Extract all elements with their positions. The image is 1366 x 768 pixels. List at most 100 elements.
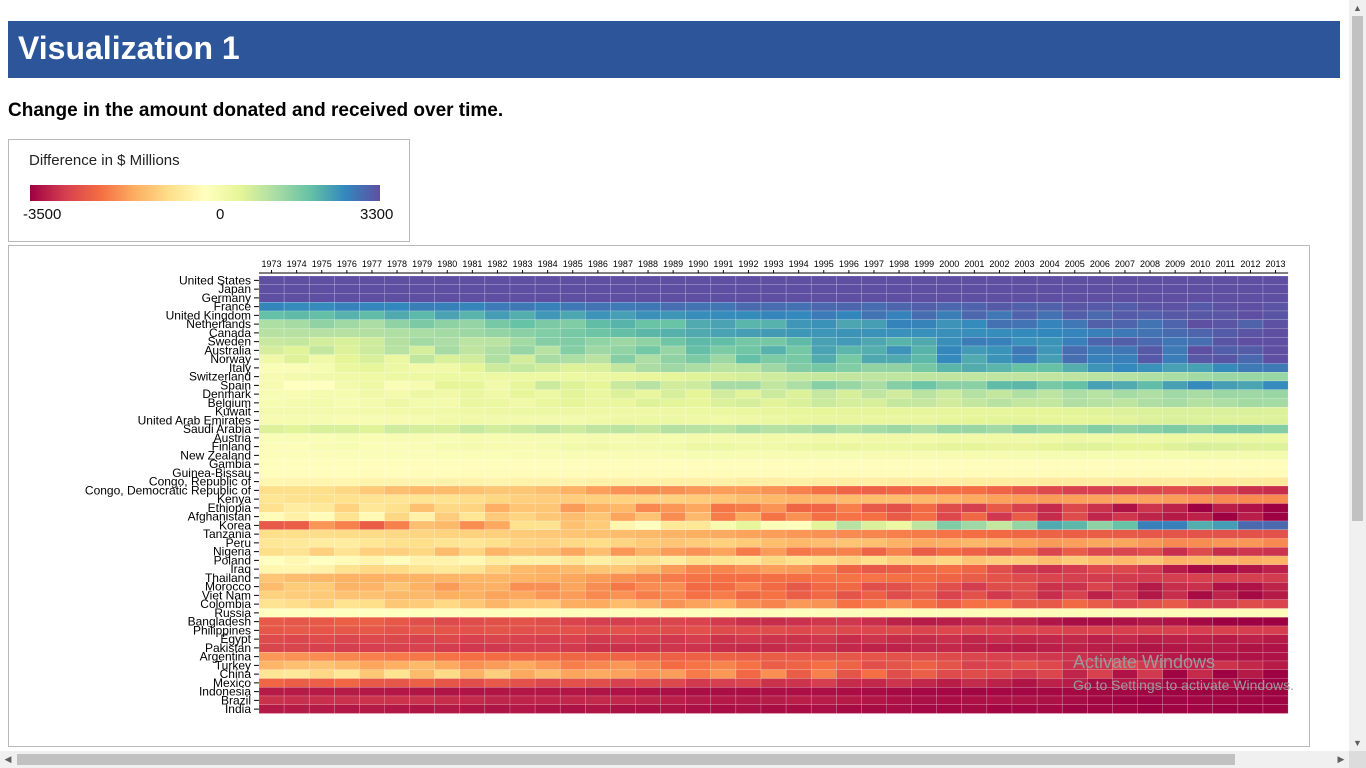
heatmap-cell[interactable] xyxy=(1087,529,1113,539)
heatmap-cell[interactable] xyxy=(434,687,461,697)
heatmap-cell[interactable] xyxy=(534,564,561,574)
heatmap-cell[interactable] xyxy=(484,468,511,478)
heatmap-cell[interactable] xyxy=(359,328,385,338)
heatmap-cell[interactable] xyxy=(1011,380,1038,390)
heatmap-cell[interactable] xyxy=(760,494,787,504)
heatmap-cell[interactable] xyxy=(258,634,285,644)
heatmap-cell[interactable] xyxy=(484,625,511,635)
heatmap-cell[interactable] xyxy=(785,538,812,548)
heatmap-cell[interactable] xyxy=(308,284,335,294)
heatmap-cell[interactable] xyxy=(936,319,963,329)
heatmap-cell[interactable] xyxy=(559,354,586,364)
heatmap-cell[interactable] xyxy=(660,345,686,355)
heatmap-cell[interactable] xyxy=(735,389,762,399)
heatmap-cell[interactable] xyxy=(1187,293,1214,303)
heatmap-cell[interactable] xyxy=(1162,695,1188,705)
heatmap-cell[interactable] xyxy=(685,284,712,294)
heatmap-cell[interactable] xyxy=(961,494,988,504)
heatmap-cell[interactable] xyxy=(986,424,1013,434)
heatmap-cell[interactable] xyxy=(1237,538,1264,548)
heatmap-cell[interactable] xyxy=(1087,450,1113,460)
heatmap-cell[interactable] xyxy=(635,319,661,329)
heatmap-cell[interactable] xyxy=(861,398,887,408)
heatmap-cell[interactable] xyxy=(861,599,887,609)
heatmap-cell[interactable] xyxy=(534,319,561,329)
heatmap-cell[interactable] xyxy=(635,424,661,434)
heatmap-cell[interactable] xyxy=(1137,380,1163,390)
heatmap-cell[interactable] xyxy=(459,687,486,697)
heatmap-cell[interactable] xyxy=(760,328,787,338)
heatmap-cell[interactable] xyxy=(585,345,611,355)
heatmap-cell[interactable] xyxy=(836,433,862,443)
heatmap-cell[interactable] xyxy=(359,512,385,522)
heatmap-cell[interactable] xyxy=(559,468,586,478)
heatmap-cell[interactable] xyxy=(258,485,285,495)
heatmap-cell[interactable] xyxy=(961,678,988,688)
heatmap-cell[interactable] xyxy=(660,695,686,705)
heatmap-cell[interactable] xyxy=(534,687,561,697)
heatmap-cell[interactable] xyxy=(1011,363,1038,373)
heatmap-cell[interactable] xyxy=(359,485,385,495)
heatmap-cell[interactable] xyxy=(283,459,310,469)
heatmap-cell[interactable] xyxy=(1112,634,1138,644)
heatmap-cell[interactable] xyxy=(283,538,310,548)
heatmap-cell[interactable] xyxy=(861,293,887,303)
heatmap-cell[interactable] xyxy=(1137,582,1163,592)
heatmap-cell[interactable] xyxy=(1137,704,1163,714)
heatmap-cell[interactable] xyxy=(861,660,887,670)
heatmap-cell[interactable] xyxy=(1262,608,1289,618)
heatmap-cell[interactable] xyxy=(760,529,787,539)
heatmap-cell[interactable] xyxy=(1112,477,1138,487)
heatmap-cell[interactable] xyxy=(785,494,812,504)
heatmap-cell[interactable] xyxy=(1087,433,1113,443)
heatmap-cell[interactable] xyxy=(1212,582,1239,592)
heatmap-cell[interactable] xyxy=(308,459,335,469)
heatmap-cell[interactable] xyxy=(1112,328,1138,338)
heatmap-cell[interactable] xyxy=(1011,564,1038,574)
heatmap-cell[interactable] xyxy=(1112,354,1138,364)
heatmap-cell[interactable] xyxy=(810,582,837,592)
heatmap-cell[interactable] xyxy=(1262,450,1289,460)
heatmap-cell[interactable] xyxy=(359,302,385,312)
heatmap-cell[interactable] xyxy=(585,704,611,714)
heatmap-cell[interactable] xyxy=(710,547,737,557)
heatmap-cell[interactable] xyxy=(384,450,410,460)
heatmap-cell[interactable] xyxy=(836,669,862,679)
heatmap-cell[interactable] xyxy=(810,433,837,443)
heatmap-cell[interactable] xyxy=(509,284,536,294)
heatmap-cell[interactable] xyxy=(334,538,360,548)
heatmap-cell[interactable] xyxy=(1162,459,1188,469)
heatmap-cell[interactable] xyxy=(886,512,912,522)
heatmap-cell[interactable] xyxy=(1011,433,1038,443)
heatmap-cell[interactable] xyxy=(484,634,511,644)
heatmap-cell[interactable] xyxy=(308,669,335,679)
heatmap-cell[interactable] xyxy=(1187,494,1214,504)
heatmap-cell[interactable] xyxy=(283,660,310,670)
heatmap-cell[interactable] xyxy=(861,608,887,618)
heatmap-cell[interactable] xyxy=(359,310,385,320)
heatmap-cell[interactable] xyxy=(760,538,787,548)
heatmap-cell[interactable] xyxy=(836,529,862,539)
heatmap-cell[interactable] xyxy=(986,337,1013,347)
heatmap-cell[interactable] xyxy=(258,337,285,347)
heatmap-cell[interactable] xyxy=(710,503,737,513)
heatmap-cell[interactable] xyxy=(936,372,963,382)
heatmap-cell[interactable] xyxy=(610,617,636,627)
heatmap-cell[interactable] xyxy=(735,380,762,390)
heatmap-cell[interactable] xyxy=(911,275,937,285)
heatmap-cell[interactable] xyxy=(308,617,335,627)
heatmap-cell[interactable] xyxy=(559,310,586,320)
heatmap-cell[interactable] xyxy=(785,477,812,487)
heatmap-cell[interactable] xyxy=(861,433,887,443)
heatmap-cell[interactable] xyxy=(384,547,410,557)
heatmap-cell[interactable] xyxy=(283,398,310,408)
heatmap-cell[interactable] xyxy=(1187,625,1214,635)
heatmap-cell[interactable] xyxy=(936,459,963,469)
heatmap-cell[interactable] xyxy=(785,503,812,513)
heatmap-cell[interactable] xyxy=(735,310,762,320)
heatmap-cell[interactable] xyxy=(710,275,737,285)
heatmap-cell[interactable] xyxy=(1061,695,1088,705)
heatmap-cell[interactable] xyxy=(1061,660,1088,670)
heatmap-cell[interactable] xyxy=(610,652,636,662)
heatmap-cell[interactable] xyxy=(1262,459,1289,469)
